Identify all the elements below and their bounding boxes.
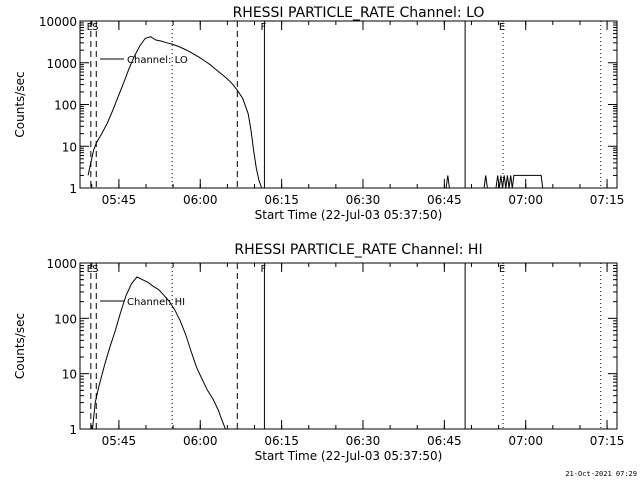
x-tick-label: 05:45 bbox=[102, 434, 137, 448]
plot-frame bbox=[79, 262, 618, 430]
y-axis-label: Counts/sec bbox=[13, 71, 27, 137]
x-tick-label: 07:00 bbox=[508, 434, 543, 448]
x-tick-label: 06:15 bbox=[264, 434, 299, 448]
x-tick-label: 07:15 bbox=[590, 434, 625, 448]
event-marker-label: F bbox=[261, 264, 267, 275]
x-tick-label: 05:45 bbox=[102, 193, 137, 207]
legend-label: Channel: HI bbox=[127, 297, 185, 308]
event-marker-label: E bbox=[87, 22, 93, 33]
x-axis-label: Start Time (22-Jul-03 05:37:50) bbox=[255, 208, 443, 222]
chart-title: RHESSI PARTICLE_RATE Channel: LO bbox=[233, 5, 485, 21]
x-tick-label: 06:00 bbox=[183, 193, 218, 207]
chart-title: RHESSI PARTICLE_RATE Channel: HI bbox=[234, 242, 482, 258]
event-marker-label: E bbox=[499, 264, 505, 275]
lo-channel-panel: RHESSI PARTICLE_RATE Channel: LO 1 10 100 10… bbox=[13, 5, 624, 222]
y-tick-label: 10000 bbox=[39, 15, 77, 29]
x-tick-label: 06:45 bbox=[427, 193, 462, 207]
data-series-line bbox=[92, 276, 226, 430]
y-tick-label: 1000 bbox=[46, 257, 77, 271]
x-tick-label: 06:30 bbox=[346, 193, 381, 207]
x-tick-label: 07:15 bbox=[590, 193, 625, 207]
plot-frame bbox=[79, 20, 618, 189]
legend-label: Channel: LO bbox=[127, 55, 188, 66]
data-series-line bbox=[445, 174, 547, 189]
x-tick-label: 06:00 bbox=[183, 434, 218, 448]
event-marker-label: F bbox=[261, 22, 267, 33]
hi-channel-panel: RHESSI PARTICLE_RATE Channel: HI 1 10 100 10… bbox=[13, 242, 624, 463]
data-series-line bbox=[87, 36, 263, 189]
x-tick-label: 06:30 bbox=[346, 434, 381, 448]
event-marker-label: S bbox=[92, 22, 98, 33]
y-tick-label: 1 bbox=[69, 182, 77, 196]
footer-timestamp: 21-Oct-2021 07:29 bbox=[565, 470, 637, 478]
y-tick-label: 100 bbox=[54, 312, 77, 326]
x-tick-label: 07:00 bbox=[508, 193, 543, 207]
event-marker-label: E bbox=[499, 22, 505, 33]
x-tick-label: 06:15 bbox=[264, 193, 299, 207]
y-tick-label: 1 bbox=[69, 423, 77, 437]
y-axis-label: Counts/sec bbox=[13, 313, 27, 379]
x-axis-label: Start Time (22-Jul-03 05:37:50) bbox=[255, 449, 443, 463]
event-marker-label: E bbox=[87, 264, 93, 275]
x-tick-label: 06:45 bbox=[427, 434, 462, 448]
y-tick-label: 1000 bbox=[46, 57, 77, 71]
y-tick-label: 10 bbox=[62, 368, 77, 382]
event-marker-label: S bbox=[92, 264, 98, 275]
y-tick-label: 10 bbox=[62, 140, 77, 154]
y-tick-label: 100 bbox=[54, 99, 77, 113]
